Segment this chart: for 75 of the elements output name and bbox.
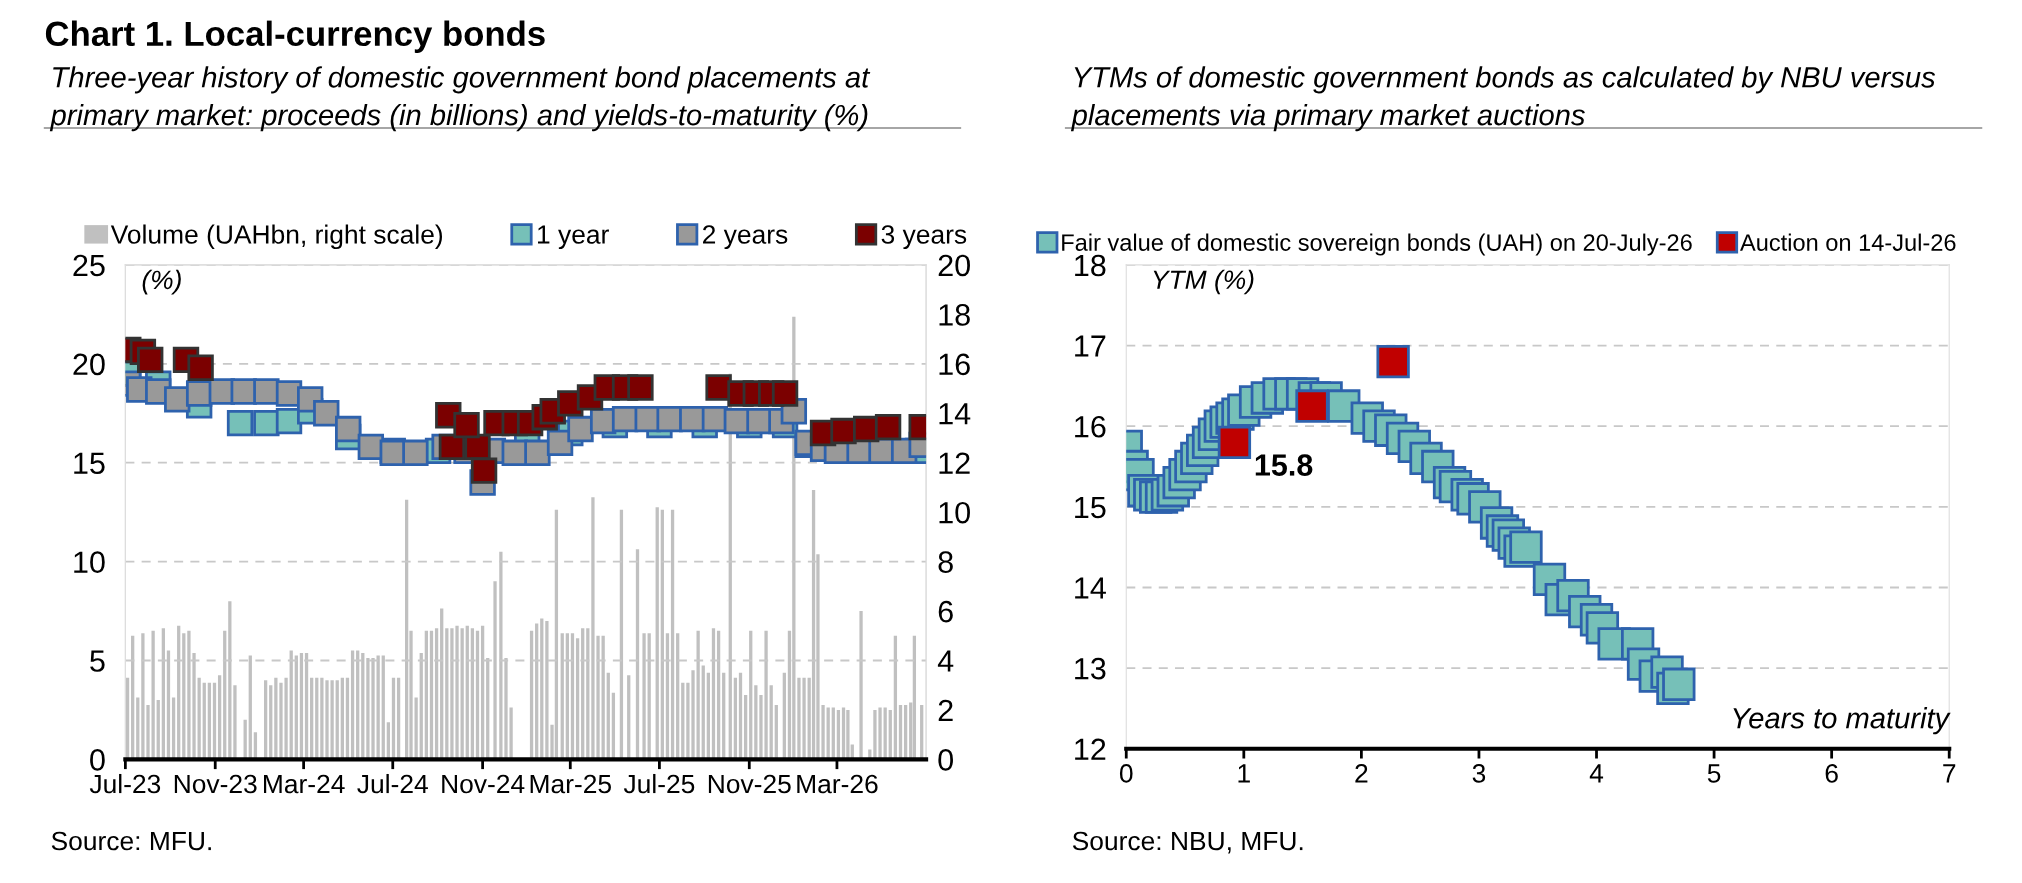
y2-tick-label: 12 xyxy=(939,452,970,474)
y-tick-label: 12 xyxy=(1075,738,1106,760)
point xyxy=(1217,425,1252,459)
x-tick-label: 4 xyxy=(1589,764,1604,783)
x-tick-label: Jul-24 xyxy=(357,773,428,794)
y2-tick-label: 14 xyxy=(939,403,971,425)
point xyxy=(137,346,164,374)
y2-tick-label: 6 xyxy=(938,600,953,623)
point xyxy=(470,457,498,484)
point xyxy=(226,409,254,437)
bar xyxy=(233,685,237,760)
x-tick-label: 7 xyxy=(1943,764,1956,783)
point xyxy=(253,378,280,405)
y2-tick-label: 18 xyxy=(939,304,970,326)
y2-tick-label: 8 xyxy=(938,551,953,573)
point xyxy=(627,374,654,401)
bar xyxy=(460,628,464,760)
x-tick-label: Nov-25 xyxy=(708,774,791,794)
chart-subtitle: YTMs of domestic government bonds as calculated by NBU versus placements via primary market auctions xyxy=(1070,66,1936,132)
chart-title: Chart 1. Local-currency bonds xyxy=(45,20,545,53)
x-tick-label: 0 xyxy=(1119,764,1133,783)
bar xyxy=(846,709,850,760)
y-axis-title: YTM (%) xyxy=(1153,269,1254,295)
y2-tick-label: 20 xyxy=(938,254,970,277)
x-tick-label: Nov-24 xyxy=(442,774,525,794)
bar xyxy=(655,507,659,760)
x-tick-label: Nov-23 xyxy=(174,774,257,794)
legend-label: Auction on 14-Jul-26 xyxy=(1740,233,1956,251)
point xyxy=(313,400,340,427)
x-tick-label: Mar-26 xyxy=(797,774,878,794)
x-axis-title: Years to maturity xyxy=(1733,707,1951,735)
x-tick-label: Mar-24 xyxy=(264,774,345,794)
point xyxy=(1662,667,1696,701)
point xyxy=(1509,530,1543,564)
y-tick-label: 14 xyxy=(1075,577,1106,599)
y-tick-label: 5 xyxy=(90,650,105,672)
legend-label: 3 years xyxy=(881,225,967,250)
y2-tick-label: 2 xyxy=(938,699,953,721)
point xyxy=(524,439,551,466)
bar xyxy=(445,628,449,760)
x-tick-label: Jul-25 xyxy=(623,773,695,794)
legend-label: Volume (UAHbn, right scale) xyxy=(110,224,443,250)
y-tick-label: 10 xyxy=(74,551,105,573)
y2-tick-label: 16 xyxy=(939,353,970,376)
point xyxy=(874,413,902,441)
y-tick-label: 15 xyxy=(74,452,105,475)
source-note: Source: MFU. xyxy=(51,831,211,851)
legend-label: 1 year xyxy=(538,225,609,250)
point xyxy=(334,415,362,443)
y-tick-label: 20 xyxy=(73,353,105,376)
x-tick-label: Jul-23 xyxy=(89,773,161,794)
legend-label: 2 years xyxy=(703,225,788,250)
y-tick-label: 16 xyxy=(1075,415,1106,438)
y-tick-label: 13 xyxy=(1075,657,1106,680)
annotation: 15.8 xyxy=(1255,454,1313,476)
x-tick-label: 1 xyxy=(1238,764,1250,783)
y-tick-label: 25 xyxy=(73,254,105,277)
x-tick-label: 2 xyxy=(1355,764,1368,783)
source-note: Source: NBU, MFU. xyxy=(1072,831,1303,854)
point xyxy=(1376,345,1410,379)
y-tick-label: 15 xyxy=(1075,496,1106,519)
y-axis-title: (%) xyxy=(142,269,181,295)
x-tick-label: 3 xyxy=(1472,764,1486,783)
x-tick-label: Mar-25 xyxy=(530,774,611,794)
point xyxy=(402,439,429,466)
x-tick-label: 6 xyxy=(1825,764,1838,783)
y2-tick-label: 4 xyxy=(937,650,954,672)
point xyxy=(187,354,214,381)
point xyxy=(453,411,480,439)
chart-subtitle: Three-year history of domestic government bond placements at primary market: proceeds (in billions) and yields-to-maturity (%) xyxy=(49,66,871,132)
y2-tick-label: 10 xyxy=(939,501,970,524)
y-tick-label: 17 xyxy=(1075,335,1106,357)
point xyxy=(771,380,799,407)
x-tick-label: 5 xyxy=(1707,764,1721,783)
y-tick-label: 18 xyxy=(1075,254,1106,277)
